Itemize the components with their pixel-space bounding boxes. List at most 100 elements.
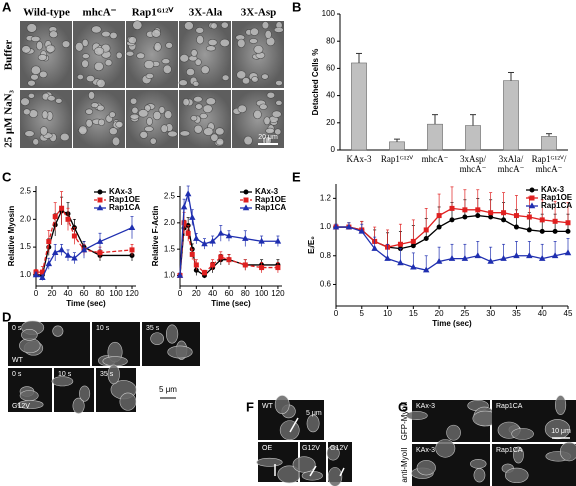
legend-label: Rap1OE (541, 193, 573, 202)
cell (241, 77, 251, 85)
cell (205, 97, 216, 106)
bar (389, 141, 405, 151)
y-tick-label: 60 (326, 64, 335, 73)
image-label: G12V (12, 403, 30, 410)
marker (488, 210, 494, 216)
marker (193, 262, 199, 268)
cell (145, 72, 154, 79)
cell (109, 31, 118, 40)
legend-label: Rap1CA (109, 203, 140, 212)
cell (219, 38, 230, 48)
cell (130, 97, 138, 105)
panel-label: F (246, 399, 254, 414)
cell (108, 111, 116, 118)
row-label: anti-MyoII (400, 447, 409, 482)
cell (273, 26, 284, 33)
cell (544, 419, 571, 440)
marker (201, 240, 208, 247)
x-tick-label: 0 (334, 309, 339, 318)
marker (538, 254, 546, 261)
cell (504, 467, 529, 484)
cell (153, 42, 162, 52)
cell (150, 332, 165, 345)
x-tick-label: 30 (486, 309, 495, 318)
marker (64, 251, 72, 258)
marker (449, 205, 455, 211)
x-tick-label: Rap1ᴳ¹²ⱽ (380, 154, 414, 164)
image-label: KAx-3 (416, 403, 435, 410)
cell (470, 459, 487, 469)
x-tick-label: 35 (512, 309, 521, 318)
marker (435, 257, 443, 264)
y-tick-label: 0.8 (320, 251, 332, 260)
legend-label: Rap1CA (255, 203, 286, 212)
marker (180, 203, 188, 210)
marker (259, 265, 265, 271)
marker (218, 254, 224, 260)
marker (188, 213, 196, 220)
marker (552, 228, 558, 234)
x-tick-label: 100 (255, 289, 269, 298)
cell (193, 124, 203, 134)
x-tick-label: 20 (192, 289, 201, 298)
cell (81, 38, 89, 47)
marker (242, 234, 249, 241)
bar (351, 62, 367, 151)
time-label: 35 s (146, 325, 160, 332)
cell (256, 457, 283, 467)
legend-label: Rap1OE (255, 195, 287, 204)
marker (275, 265, 281, 271)
x-axis-label: Time (sec) (211, 299, 251, 308)
marker (71, 233, 77, 239)
cell (200, 65, 210, 75)
cell (192, 81, 200, 87)
column-label: Rap1ᴳ¹²ⱽ (132, 7, 175, 19)
cell (55, 98, 63, 104)
x-tick-label: 20 (48, 289, 57, 298)
cell (144, 126, 154, 133)
cell (559, 441, 576, 462)
cell (81, 53, 90, 59)
marker (552, 218, 558, 224)
cell (266, 91, 276, 99)
marker (488, 214, 494, 220)
cell (253, 109, 262, 120)
cell (186, 67, 195, 76)
y-axis-label: Relative Myosin (7, 206, 16, 267)
cell (160, 124, 169, 133)
marker (529, 187, 535, 193)
cell (59, 132, 70, 142)
y-axis-label: Relative F-Actin (151, 206, 160, 267)
marker (487, 257, 494, 264)
marker (71, 254, 78, 261)
column-label: mhcA⁻ (83, 7, 117, 19)
cell (511, 428, 534, 440)
cell (184, 21, 194, 31)
cell (167, 130, 178, 138)
marker (529, 195, 535, 201)
row-label: Buffer (3, 40, 15, 71)
time-label: 0 s (12, 371, 22, 378)
cell (292, 456, 316, 473)
x-tick-label: 10 (383, 309, 392, 318)
marker (410, 263, 417, 270)
marker (436, 224, 442, 230)
cell (104, 59, 113, 67)
marker (565, 228, 571, 234)
marker (243, 189, 249, 195)
bar (503, 80, 519, 151)
y-tick-label: 0.6 (320, 280, 332, 289)
x-tick-label: 3xAsp/ mhcA⁻ (459, 154, 487, 174)
cell (271, 110, 282, 118)
marker (97, 189, 103, 195)
cell (243, 135, 253, 146)
marker (96, 237, 104, 244)
cell (78, 125, 88, 135)
panel-label: G (398, 399, 408, 414)
cell (20, 97, 30, 106)
marker (526, 214, 532, 220)
marker (176, 271, 184, 278)
time-label: 0 s (12, 325, 22, 332)
y-tick-label: 2.5 (164, 192, 176, 201)
y-tick-label: 80 (326, 36, 335, 45)
